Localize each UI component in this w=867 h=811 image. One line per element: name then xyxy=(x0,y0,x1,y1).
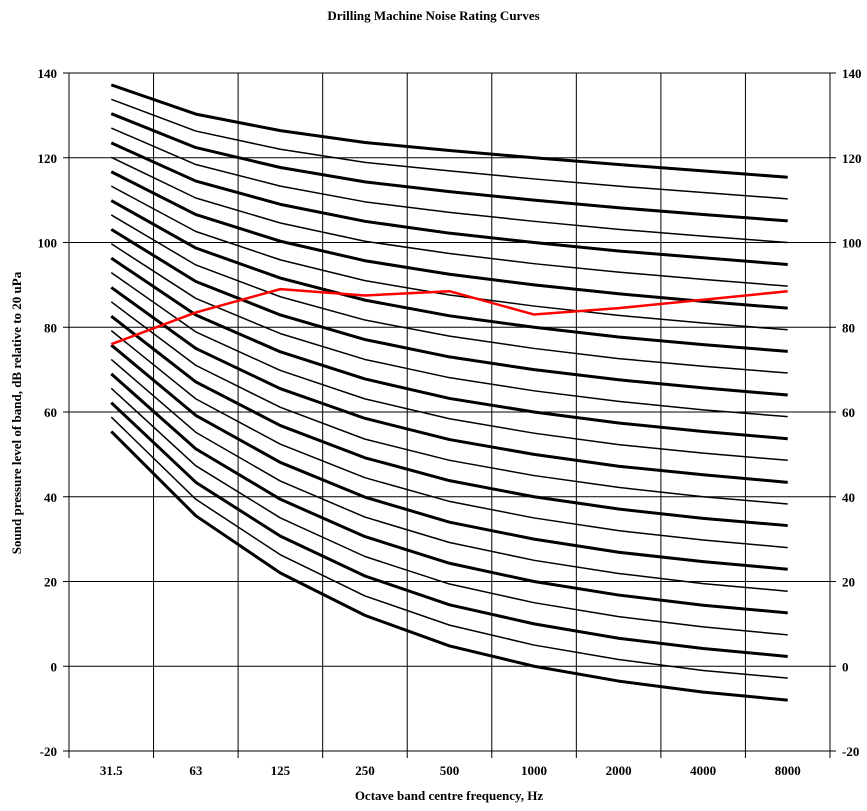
nr-curve xyxy=(110,199,788,353)
nr-curve xyxy=(110,170,788,310)
nr-curve xyxy=(110,141,788,267)
y2-tick-label: 80 xyxy=(842,320,855,335)
nr-curve xyxy=(110,185,788,331)
y-tick-label: 60 xyxy=(44,405,57,420)
axis-layer: -20 -20 0 0 20 20 40 40 60 60 80 80 100 100 120 120 140 1… xyxy=(38,66,862,778)
nr-curve xyxy=(110,372,788,615)
nr-curve xyxy=(110,343,788,571)
y2-tick-label: 40 xyxy=(842,490,855,505)
y-tick-label: 40 xyxy=(44,490,57,505)
nr-curve xyxy=(110,214,788,374)
y-tick-label: 100 xyxy=(38,236,58,251)
nr-curve xyxy=(110,83,788,179)
nr-curve xyxy=(110,271,788,462)
y-tick-label: 0 xyxy=(51,659,58,674)
nr-curve xyxy=(110,430,788,702)
nr-curve xyxy=(110,228,788,397)
y-axis-label: Sound pressure level of band, dB relativ… xyxy=(9,271,24,554)
nr-curve xyxy=(110,315,788,528)
y2-tick-label: -20 xyxy=(842,744,859,759)
x-tick-label: 63 xyxy=(189,763,203,778)
x-tick-label: 4000 xyxy=(690,763,716,778)
y2-tick-label: 20 xyxy=(842,575,855,590)
x-tick-label: 2000 xyxy=(606,763,632,778)
y2-tick-label: 120 xyxy=(842,151,862,166)
measured-spectrum-line xyxy=(110,287,788,346)
series-layer xyxy=(110,287,788,346)
x-tick-label: 250 xyxy=(355,763,375,778)
y2-tick-label: 140 xyxy=(842,66,862,81)
nr-curve xyxy=(110,286,788,484)
x-tick-label: 125 xyxy=(271,763,291,778)
x-tick-label: 31.5 xyxy=(100,763,123,778)
x-tick-label: 500 xyxy=(440,763,460,778)
y-tick-label: 140 xyxy=(38,66,58,81)
y2-tick-label: 100 xyxy=(842,236,862,251)
x-tick-label: 8000 xyxy=(775,763,801,778)
y-tick-label: 80 xyxy=(44,320,57,335)
nr-curves-layer xyxy=(110,83,788,702)
nr-curve xyxy=(110,112,788,223)
nr-curve xyxy=(110,243,788,418)
y2-tick-label: 60 xyxy=(842,405,855,420)
x-axis-label: Octave band centre frequency, Hz xyxy=(355,788,544,803)
x-tick-label: 1000 xyxy=(521,763,547,778)
nr-curve xyxy=(110,401,788,658)
nr-curve xyxy=(110,301,788,505)
nr-curve xyxy=(110,387,788,636)
y-tick-label: 20 xyxy=(44,575,57,590)
nr-curve xyxy=(110,416,788,679)
nr-curve xyxy=(110,358,788,592)
plot-frame xyxy=(68,72,831,752)
y-tick-label: -20 xyxy=(40,744,57,759)
chart-title: Drilling Machine Noise Rating Curves xyxy=(327,8,540,23)
nr-curve xyxy=(110,256,788,441)
y-tick-label: 120 xyxy=(38,151,58,166)
y2-tick-label: 0 xyxy=(842,659,849,674)
nr-curve xyxy=(111,98,788,200)
nr-curve xyxy=(110,156,788,287)
nr-curve xyxy=(110,330,788,549)
nr-curve xyxy=(110,127,788,244)
